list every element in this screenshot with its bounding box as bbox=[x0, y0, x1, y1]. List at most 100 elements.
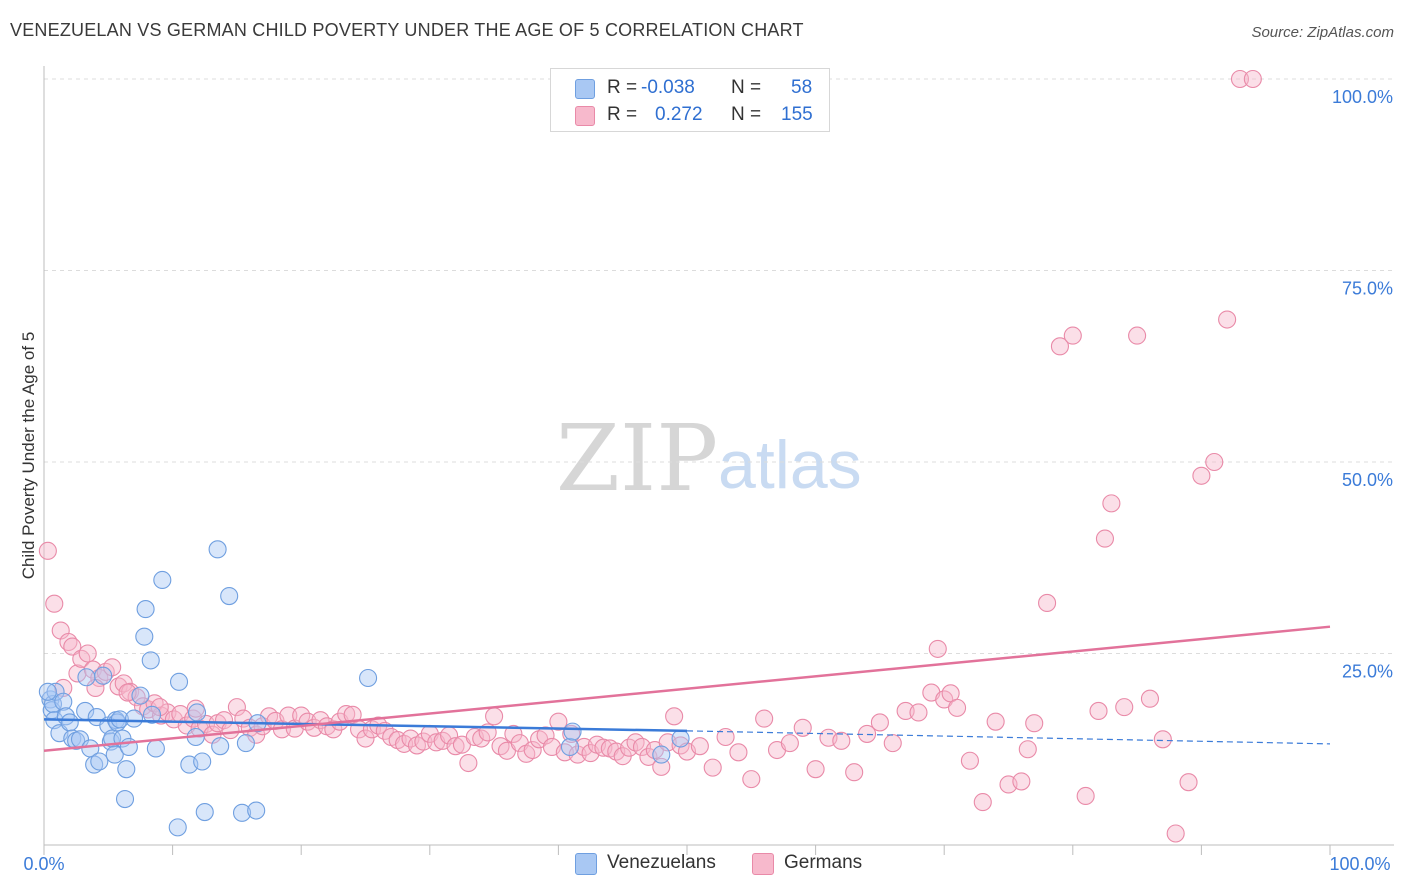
venezuelan-point bbox=[146, 739, 165, 758]
german-point bbox=[1140, 689, 1160, 708]
german-point bbox=[1038, 593, 1057, 612]
y-tick-label: 75.0% bbox=[1342, 279, 1393, 299]
german-point bbox=[1192, 466, 1211, 485]
legend-swatch-venezuelans bbox=[575, 79, 595, 99]
german-point bbox=[742, 770, 761, 789]
bottom-legend-swatch-venezuelans bbox=[575, 853, 597, 875]
venezuelan-point bbox=[169, 672, 189, 691]
venezuelan-point bbox=[359, 668, 378, 688]
german-point bbox=[652, 757, 671, 776]
german-point bbox=[549, 712, 568, 731]
german-point bbox=[780, 734, 799, 753]
venezuelan-point bbox=[115, 789, 135, 809]
german-point bbox=[832, 731, 851, 750]
german-point bbox=[459, 753, 478, 773]
venezuelan-point bbox=[46, 682, 65, 701]
german-point bbox=[1243, 69, 1262, 89]
legend-row-venezuelans: R = -0.038 N = 58 bbox=[575, 77, 812, 101]
german-point bbox=[485, 707, 504, 726]
german-point bbox=[1095, 529, 1114, 548]
venezuelan-point bbox=[124, 709, 144, 728]
watermark-atlas: atlas bbox=[718, 427, 862, 503]
y-tick-label: 50.0% bbox=[1342, 470, 1393, 490]
venezuelan-point bbox=[77, 668, 96, 687]
venezuelan-point bbox=[220, 586, 239, 606]
legend-r-value: -0.038 bbox=[641, 77, 695, 98]
german-point bbox=[729, 743, 748, 762]
german-point bbox=[665, 707, 684, 726]
chart-title: VENEZUELAN VS GERMAN CHILD POVERTY UNDER… bbox=[10, 20, 804, 40]
venezuelan-point bbox=[85, 755, 104, 774]
german-point bbox=[793, 718, 812, 737]
german-point bbox=[716, 727, 735, 747]
german-point bbox=[1115, 698, 1134, 717]
german-point bbox=[1153, 730, 1172, 749]
legend-r-label: R = bbox=[607, 77, 638, 98]
german-point bbox=[78, 644, 97, 663]
legend-swatch-germans bbox=[575, 106, 595, 126]
legend-n-value: 155 bbox=[781, 104, 813, 125]
german-point bbox=[1063, 326, 1082, 345]
watermark-zip: ZIP bbox=[556, 405, 718, 512]
venezuelan-point bbox=[153, 570, 172, 590]
german-point bbox=[883, 734, 902, 753]
legend-r-label: R = bbox=[607, 104, 638, 125]
venezuelan-trendline bbox=[43, 718, 688, 733]
y-axis-label: Child Poverty Under the Age of 5 bbox=[19, 332, 38, 580]
bottom-legend-label-venezuelans: Venezuelans bbox=[607, 852, 716, 873]
german-trendline bbox=[43, 625, 1331, 753]
german-point bbox=[1018, 740, 1037, 759]
german-point bbox=[45, 594, 64, 613]
venezuelan-point bbox=[141, 651, 160, 670]
german-point bbox=[703, 758, 722, 777]
correlation-legend: R = -0.038 N = 58 R = 0.272 N = 155 bbox=[550, 68, 830, 132]
venezuelan-point bbox=[136, 600, 155, 619]
german-point bbox=[1166, 824, 1185, 843]
venezuelan-point bbox=[131, 686, 150, 705]
x-tick-label-min: 0.0% bbox=[23, 854, 64, 874]
legend-n-label: N = bbox=[731, 104, 762, 125]
german-point bbox=[109, 677, 128, 696]
legend-n-label: N = bbox=[731, 77, 762, 98]
venezuelan-point bbox=[187, 703, 207, 722]
german-point bbox=[986, 712, 1005, 731]
venezuelan-point bbox=[117, 760, 136, 779]
german-point bbox=[1230, 69, 1250, 89]
german-point bbox=[227, 698, 246, 717]
venezuelan-point bbox=[208, 540, 227, 559]
german-point bbox=[845, 763, 864, 782]
venezuelan-point bbox=[108, 713, 127, 732]
legend-r-value: 0.272 bbox=[655, 104, 703, 125]
venezuelan-point bbox=[90, 752, 109, 771]
bottom-legend-label-germans: Germans bbox=[784, 852, 863, 873]
german-point bbox=[414, 732, 433, 751]
german-point bbox=[523, 740, 542, 760]
x-tick-label-max: 100.0% bbox=[1329, 854, 1390, 874]
german-point bbox=[446, 737, 465, 756]
german-point bbox=[1218, 310, 1237, 329]
venezuelan-point bbox=[135, 627, 154, 646]
venezuelan-point bbox=[563, 722, 582, 741]
chart-source: Source: ZipAtlas.com bbox=[1251, 24, 1394, 41]
venezuelan-point bbox=[94, 666, 113, 685]
venezuelan-point bbox=[232, 803, 252, 822]
german-point bbox=[1128, 326, 1147, 345]
venezuelan-point bbox=[671, 729, 690, 748]
german-point bbox=[1102, 494, 1121, 513]
venezuelan-point bbox=[38, 682, 57, 701]
venezuelan-point bbox=[247, 801, 266, 820]
venezuelan-point bbox=[236, 734, 255, 753]
venezuelan-point bbox=[105, 745, 124, 764]
bottom-legend-swatch-germans bbox=[752, 853, 774, 875]
german-point bbox=[755, 709, 774, 728]
german-point bbox=[1025, 714, 1044, 733]
venezuelan-point bbox=[60, 713, 79, 732]
venezuelan-point bbox=[560, 737, 580, 757]
german-point bbox=[626, 733, 645, 752]
venezuelan-point bbox=[54, 692, 73, 711]
german-point bbox=[1205, 452, 1224, 472]
german-point bbox=[973, 793, 992, 812]
german-point bbox=[68, 664, 87, 683]
german-point bbox=[928, 639, 947, 658]
